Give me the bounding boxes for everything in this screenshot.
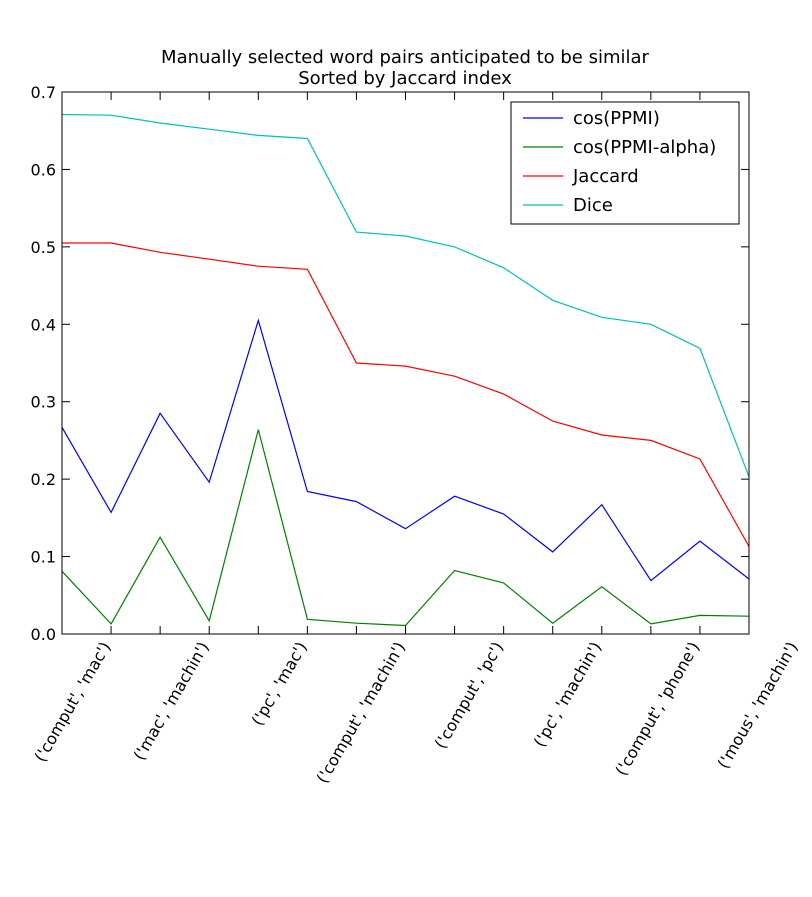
series-lines — [61, 113, 750, 627]
series-line-2 — [62, 242, 750, 547]
x-tick-label: ('comput', 'phone') — [611, 639, 703, 779]
legend-label-3: Dice — [573, 195, 613, 216]
x-tick-label: ('pc', 'machin') — [530, 639, 606, 751]
series-line-0 — [61, 318, 750, 582]
x-tick-label: ('pc', 'mac') — [248, 639, 311, 729]
chart-title-line-2: Sorted by Jaccard index — [298, 68, 512, 89]
y-axis: 0.0 0.1 0.2 0.3 0.4 0.5 0.6 0.7 — [31, 83, 749, 644]
x-tick-label: ('comput', 'machin') — [313, 639, 409, 787]
y-tick-label: 0.5 — [31, 238, 56, 257]
legend: cos(PPMI) cos(PPMI-alpha) Jaccard Dice — [510, 101, 740, 225]
x-tick-label: ('comput', 'pc') — [431, 639, 507, 752]
y-tick-label: 0.1 — [31, 548, 56, 567]
y-tick-label: 0.2 — [31, 470, 56, 489]
legend-label-1: cos(PPMI-alpha) — [573, 137, 716, 158]
legend-box — [510, 101, 740, 225]
y-tick-label: 0.3 — [31, 393, 56, 412]
y-tick-label: 0.4 — [31, 315, 56, 334]
legend-label-2: Jaccard — [572, 166, 639, 187]
y-tick-label: 0.7 — [31, 83, 56, 102]
y-tick-label: 0.6 — [31, 160, 56, 179]
chart-title-line-1: Manually selected word pairs anticipated… — [161, 47, 649, 68]
series-line-3 — [61, 113, 750, 478]
x-tick-label: ('mac', 'machin') — [130, 639, 213, 764]
x-tick-label: ('comput', 'mac') — [30, 639, 114, 766]
series-line-1 — [61, 429, 750, 627]
x-tick-label: ('mous', 'machin') — [714, 639, 802, 772]
y-tick-label: 0.0 — [31, 625, 56, 644]
legend-label-0: cos(PPMI) — [573, 108, 660, 129]
